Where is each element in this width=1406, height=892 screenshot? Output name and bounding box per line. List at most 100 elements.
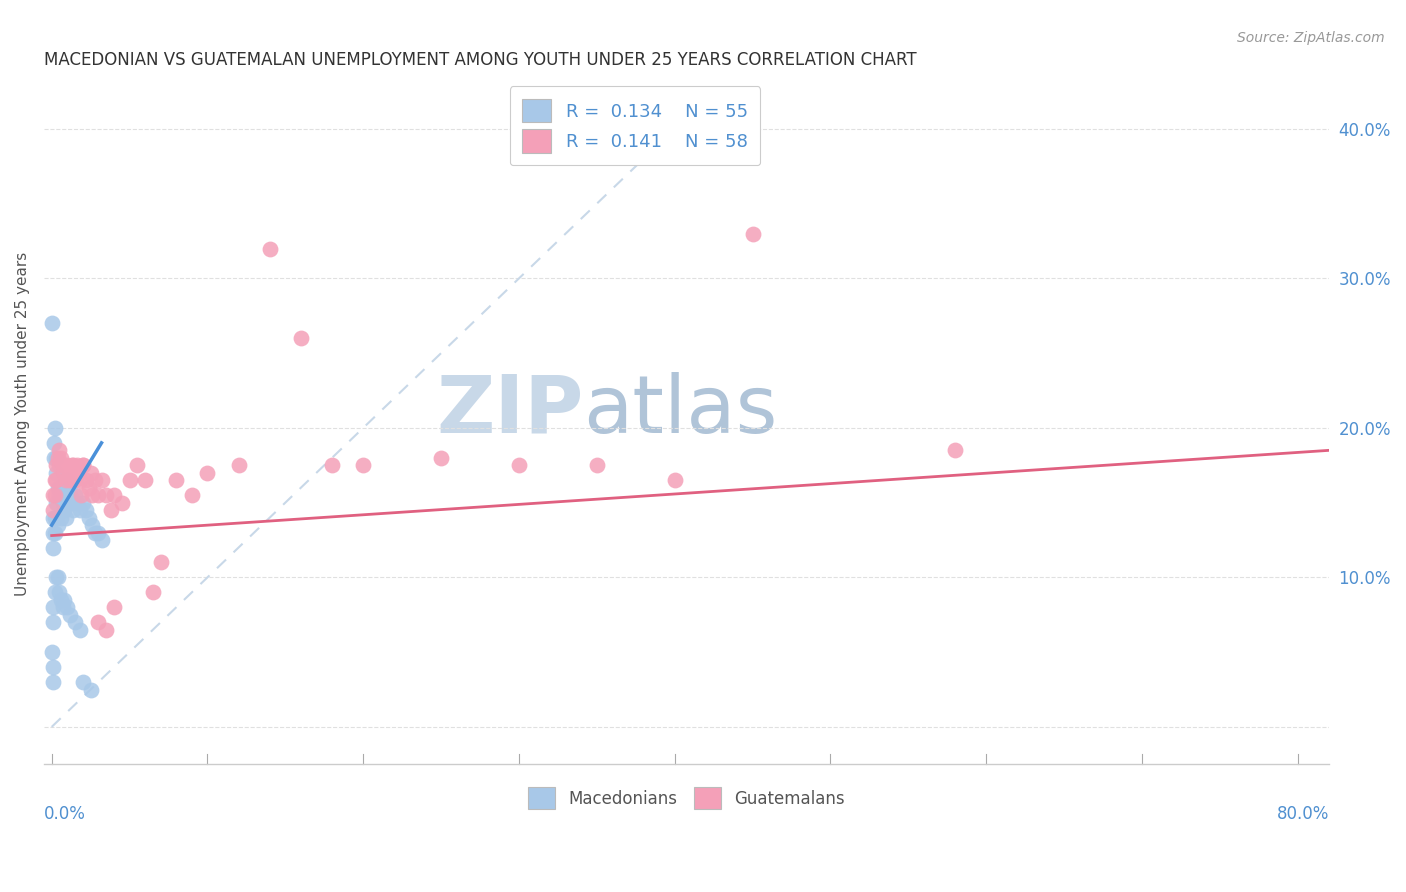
- Point: [72, 496, 94, 510]
- Point: [321, 458, 343, 473]
- Point: [165, 473, 187, 487]
- Point: [42, 525, 65, 540]
- Y-axis label: Unemployment Among Youth under 25 years: Unemployment Among Youth under 25 years: [15, 252, 30, 597]
- Text: MACEDONIAN VS GUATEMALAN UNEMPLOYMENT AMONG YOUTH UNDER 25 YEARS CORRELATION CHA: MACEDONIAN VS GUATEMALAN UNEMPLOYMENT AM…: [44, 51, 917, 69]
- Point: [741, 227, 763, 241]
- Point: [46, 518, 69, 533]
- Point: [56, 600, 79, 615]
- Point: [82, 518, 104, 533]
- Point: [87, 615, 110, 630]
- Point: [52, 458, 75, 473]
- Point: [67, 466, 90, 480]
- Point: [46, 481, 69, 495]
- Point: [84, 473, 107, 487]
- Point: [48, 585, 70, 599]
- Point: [127, 458, 149, 473]
- Point: [90, 533, 112, 547]
- Point: [430, 450, 453, 465]
- Point: [72, 675, 94, 690]
- Point: [62, 458, 84, 473]
- Point: [69, 623, 91, 637]
- Point: [62, 503, 84, 517]
- Point: [53, 503, 76, 517]
- Point: [60, 458, 83, 473]
- Point: [63, 615, 86, 630]
- Point: [72, 458, 94, 473]
- Text: 80.0%: 80.0%: [1277, 805, 1329, 823]
- Point: [44, 488, 66, 502]
- Point: [42, 488, 65, 502]
- Point: [290, 331, 312, 345]
- Point: [87, 525, 110, 540]
- Point: [352, 458, 374, 473]
- Point: [48, 443, 70, 458]
- Point: [41, 645, 63, 659]
- Text: atlas: atlas: [583, 372, 778, 450]
- Point: [70, 488, 93, 502]
- Point: [56, 473, 79, 487]
- Point: [52, 600, 75, 615]
- Point: [943, 443, 966, 458]
- Point: [42, 600, 65, 615]
- Point: [53, 466, 76, 480]
- Point: [44, 525, 66, 540]
- Point: [77, 510, 100, 524]
- Point: [103, 488, 125, 502]
- Text: ZIP: ZIP: [436, 372, 583, 450]
- Point: [59, 488, 82, 502]
- Point: [69, 473, 91, 487]
- Point: [44, 473, 66, 487]
- Point: [45, 450, 67, 465]
- Point: [41, 316, 63, 330]
- Point: [45, 473, 67, 487]
- Point: [72, 458, 94, 473]
- Point: [111, 496, 134, 510]
- Point: [49, 450, 72, 465]
- Point: [103, 600, 125, 615]
- Point: [56, 458, 79, 473]
- Point: [75, 503, 97, 517]
- Point: [42, 450, 65, 465]
- Point: [664, 473, 686, 487]
- Point: [65, 496, 87, 510]
- Point: [42, 436, 65, 450]
- Legend: Macedonians, Guatemalans: Macedonians, Guatemalans: [520, 779, 853, 817]
- Point: [42, 503, 65, 517]
- Point: [48, 481, 70, 495]
- Point: [90, 473, 112, 487]
- Point: [63, 488, 86, 502]
- Point: [87, 488, 110, 502]
- Point: [508, 458, 530, 473]
- Point: [96, 623, 118, 637]
- Text: Source: ZipAtlas.com: Source: ZipAtlas.com: [1237, 31, 1385, 45]
- Point: [53, 592, 76, 607]
- Point: [65, 458, 87, 473]
- Point: [45, 496, 67, 510]
- Point: [118, 473, 141, 487]
- Point: [55, 473, 77, 487]
- Point: [45, 466, 67, 480]
- Point: [79, 682, 101, 697]
- Point: [55, 510, 77, 524]
- Point: [228, 458, 250, 473]
- Point: [48, 458, 70, 473]
- Point: [63, 473, 86, 487]
- Point: [48, 488, 70, 502]
- Point: [44, 510, 66, 524]
- Point: [134, 473, 156, 487]
- Point: [46, 570, 69, 584]
- Point: [259, 242, 281, 256]
- Point: [52, 496, 75, 510]
- Point: [42, 510, 65, 524]
- Point: [69, 503, 91, 517]
- Point: [59, 473, 82, 487]
- Point: [44, 585, 66, 599]
- Point: [45, 570, 67, 584]
- Point: [49, 488, 72, 502]
- Point: [180, 488, 202, 502]
- Point: [149, 556, 172, 570]
- Point: [77, 481, 100, 495]
- Point: [46, 450, 69, 465]
- Point: [49, 592, 72, 607]
- Point: [42, 541, 65, 555]
